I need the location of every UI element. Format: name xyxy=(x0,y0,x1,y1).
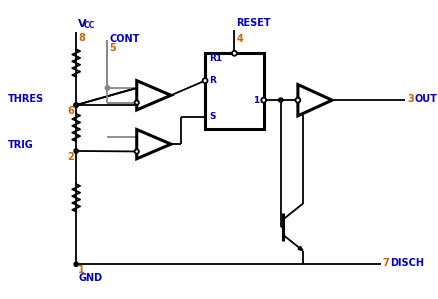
Polygon shape xyxy=(136,129,170,159)
Text: 1: 1 xyxy=(78,265,85,275)
Text: 1: 1 xyxy=(252,96,258,105)
Circle shape xyxy=(278,98,283,102)
Text: 5: 5 xyxy=(109,42,116,53)
Bar xyxy=(205,53,263,129)
Circle shape xyxy=(231,51,237,56)
Text: R1: R1 xyxy=(208,54,222,63)
Text: 8: 8 xyxy=(78,33,85,43)
Circle shape xyxy=(105,86,110,90)
Circle shape xyxy=(134,149,138,154)
Text: THRES: THRES xyxy=(8,94,44,104)
Text: V: V xyxy=(78,19,87,29)
Text: S: S xyxy=(208,112,215,121)
Polygon shape xyxy=(297,246,302,251)
Circle shape xyxy=(74,149,78,153)
Circle shape xyxy=(74,103,78,107)
Text: R: R xyxy=(208,76,215,85)
Circle shape xyxy=(202,78,207,83)
Text: CC: CC xyxy=(84,21,95,30)
Circle shape xyxy=(134,100,138,105)
Text: 7: 7 xyxy=(382,258,389,268)
Text: CONT: CONT xyxy=(109,34,139,44)
Text: DISCH: DISCH xyxy=(389,258,423,268)
Text: OUT: OUT xyxy=(413,94,436,104)
Text: RESET: RESET xyxy=(236,18,270,28)
Circle shape xyxy=(74,262,78,266)
Text: 6: 6 xyxy=(67,106,74,116)
Polygon shape xyxy=(136,81,170,110)
Text: 4: 4 xyxy=(236,34,243,44)
Circle shape xyxy=(261,98,265,103)
Text: GND: GND xyxy=(78,273,102,283)
Circle shape xyxy=(105,86,109,90)
Text: TRIG: TRIG xyxy=(8,140,33,150)
Circle shape xyxy=(74,103,78,107)
Polygon shape xyxy=(297,85,331,116)
Text: 2: 2 xyxy=(67,152,74,162)
Text: 3: 3 xyxy=(406,94,413,104)
Circle shape xyxy=(295,98,300,103)
